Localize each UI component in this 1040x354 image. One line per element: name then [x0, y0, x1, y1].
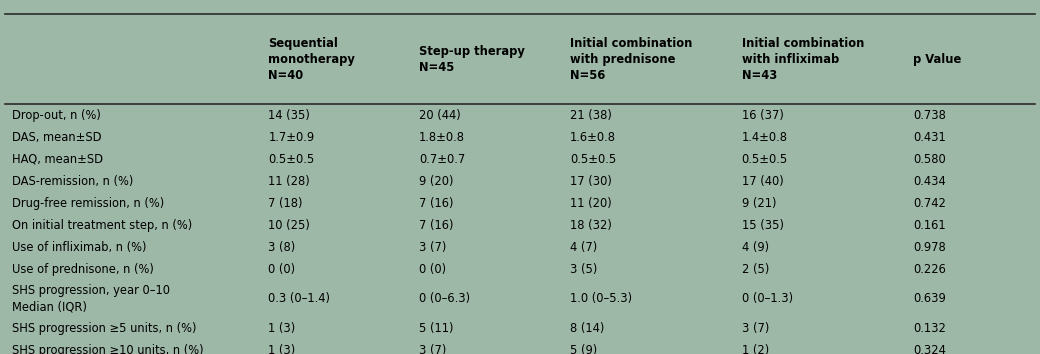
- Text: 0.580: 0.580: [913, 153, 945, 166]
- Text: DAS, mean±SD: DAS, mean±SD: [12, 131, 102, 144]
- Text: Use of infliximab, n (%): Use of infliximab, n (%): [12, 241, 147, 253]
- Text: 3 (7): 3 (7): [742, 322, 769, 335]
- Text: 0.132: 0.132: [913, 322, 946, 335]
- Text: Initial combination
with prednisone
N=56: Initial combination with prednisone N=56: [570, 37, 693, 82]
- Text: Step-up therapy
N=45: Step-up therapy N=45: [419, 45, 525, 74]
- Text: 4 (9): 4 (9): [742, 241, 769, 253]
- Text: 4 (7): 4 (7): [570, 241, 597, 253]
- Text: SHS progression ≥5 units, n (%): SHS progression ≥5 units, n (%): [12, 322, 197, 335]
- Text: 3 (5): 3 (5): [570, 263, 597, 275]
- Text: 0.324: 0.324: [913, 344, 946, 354]
- Text: 17 (40): 17 (40): [742, 175, 783, 188]
- Text: 5 (11): 5 (11): [419, 322, 453, 335]
- Text: 7 (16): 7 (16): [419, 197, 453, 210]
- Text: 0.5±0.5: 0.5±0.5: [570, 153, 616, 166]
- Text: 18 (32): 18 (32): [570, 219, 612, 232]
- Text: Sequential
monotherapy
N=40: Sequential monotherapy N=40: [268, 37, 356, 82]
- Text: 0.978: 0.978: [913, 241, 945, 253]
- Text: 15 (35): 15 (35): [742, 219, 783, 232]
- Text: 5 (9): 5 (9): [570, 344, 597, 354]
- Text: Drug-free remission, n (%): Drug-free remission, n (%): [12, 197, 164, 210]
- Text: 0 (0–6.3): 0 (0–6.3): [419, 292, 470, 305]
- Text: 3 (7): 3 (7): [419, 241, 446, 253]
- Text: 7 (18): 7 (18): [268, 197, 303, 210]
- Text: 0.5±0.5: 0.5±0.5: [742, 153, 787, 166]
- Text: 2 (5): 2 (5): [742, 263, 769, 275]
- Text: 1.0 (0–5.3): 1.0 (0–5.3): [570, 292, 632, 305]
- Text: Initial combination
with infliximab
N=43: Initial combination with infliximab N=43: [742, 37, 864, 82]
- Text: Drop-out, n (%): Drop-out, n (%): [12, 109, 101, 122]
- Text: 3 (8): 3 (8): [268, 241, 295, 253]
- Text: 0.742: 0.742: [913, 197, 946, 210]
- Text: DAS-remission, n (%): DAS-remission, n (%): [12, 175, 134, 188]
- Text: 14 (35): 14 (35): [268, 109, 310, 122]
- Text: 1.6±0.8: 1.6±0.8: [570, 131, 616, 144]
- Text: HAQ, mean±SD: HAQ, mean±SD: [12, 153, 104, 166]
- Text: 11 (28): 11 (28): [268, 175, 310, 188]
- Text: 1 (3): 1 (3): [268, 344, 295, 354]
- Text: p Value: p Value: [913, 53, 961, 66]
- Text: SHS progression ≥10 units, n (%): SHS progression ≥10 units, n (%): [12, 344, 204, 354]
- Text: 11 (20): 11 (20): [570, 197, 612, 210]
- Text: 7 (16): 7 (16): [419, 219, 453, 232]
- Text: 0 (0–1.3): 0 (0–1.3): [742, 292, 792, 305]
- Text: 1 (2): 1 (2): [742, 344, 769, 354]
- Text: 0.738: 0.738: [913, 109, 946, 122]
- Text: On initial treatment step, n (%): On initial treatment step, n (%): [12, 219, 192, 232]
- Text: 10 (25): 10 (25): [268, 219, 310, 232]
- Text: 0.7±0.7: 0.7±0.7: [419, 153, 465, 166]
- Text: SHS progression, year 0–10
Median (IQR): SHS progression, year 0–10 Median (IQR): [12, 284, 171, 313]
- Text: 0.226: 0.226: [913, 263, 946, 275]
- Text: 0.639: 0.639: [913, 292, 945, 305]
- Text: 8 (14): 8 (14): [570, 322, 604, 335]
- Text: 0.434: 0.434: [913, 175, 945, 188]
- Text: 9 (20): 9 (20): [419, 175, 453, 188]
- Text: 1.8±0.8: 1.8±0.8: [419, 131, 465, 144]
- Text: 0.3 (0–1.4): 0.3 (0–1.4): [268, 292, 331, 305]
- Text: 16 (37): 16 (37): [742, 109, 783, 122]
- Text: 0.161: 0.161: [913, 219, 945, 232]
- Text: 3 (7): 3 (7): [419, 344, 446, 354]
- Text: 1 (3): 1 (3): [268, 322, 295, 335]
- Text: Use of prednisone, n (%): Use of prednisone, n (%): [12, 263, 154, 275]
- Text: 0.5±0.5: 0.5±0.5: [268, 153, 314, 166]
- Text: 0 (0): 0 (0): [268, 263, 295, 275]
- Text: 20 (44): 20 (44): [419, 109, 461, 122]
- Text: 0 (0): 0 (0): [419, 263, 446, 275]
- Text: 21 (38): 21 (38): [570, 109, 612, 122]
- Text: 17 (30): 17 (30): [570, 175, 612, 188]
- Text: 9 (21): 9 (21): [742, 197, 776, 210]
- Text: 1.4±0.8: 1.4±0.8: [742, 131, 787, 144]
- Text: 1.7±0.9: 1.7±0.9: [268, 131, 314, 144]
- Text: 0.431: 0.431: [913, 131, 945, 144]
